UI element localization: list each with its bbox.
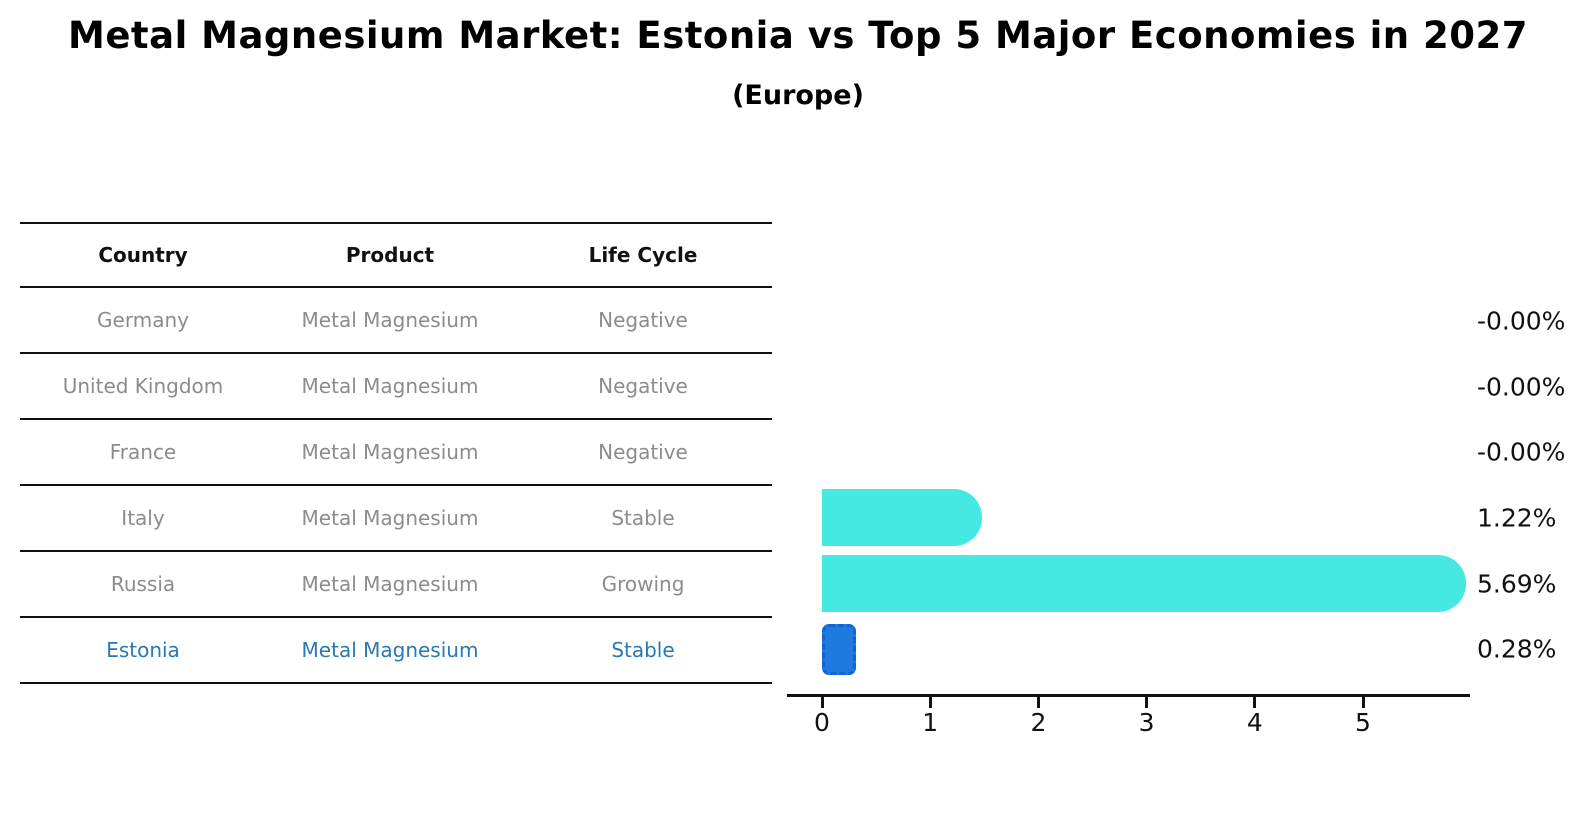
comparison-table: Country Product Life Cycle Germany Metal … (20, 222, 772, 684)
bar-estonia (822, 623, 857, 675)
cell-country: Germany (97, 308, 189, 332)
x-axis-tick-label: 0 (814, 708, 830, 737)
x-axis-tick-label: 3 (1138, 708, 1155, 737)
bar-value-label: -0.00% (1477, 306, 1566, 336)
cell-product: Metal Magnesium (301, 374, 479, 398)
bar-italy (822, 489, 982, 547)
cell-lifecycle: Stable (611, 638, 675, 662)
cell-product: Metal Magnesium (301, 638, 479, 662)
chart-title: Metal Magnesium Market: Estonia vs Top 5… (68, 14, 1528, 57)
table-row: Germany Metal Magnesium Negative (20, 286, 772, 352)
table-header-row: Country Product Life Cycle (20, 222, 772, 286)
x-axis-tick-label: 1 (922, 708, 939, 737)
col-header-country: Country (98, 243, 188, 267)
x-axis-tick (820, 697, 824, 708)
bar-russia (822, 555, 1466, 612)
x-axis-tick (1361, 697, 1365, 708)
cell-product: Metal Magnesium (301, 506, 479, 530)
cell-country: United Kingdom (62, 374, 224, 398)
cell-country: France (109, 440, 177, 464)
bar-value-label: 0.28% (1477, 634, 1557, 664)
x-axis-tick (928, 697, 932, 708)
cell-country: Russia (110, 572, 176, 596)
x-axis-line (787, 694, 1470, 697)
x-axis-tick-label: 4 (1246, 708, 1263, 737)
cell-country: Estonia (106, 638, 180, 662)
x-axis-tick (1036, 697, 1040, 708)
bar-value-label: 5.69% (1477, 569, 1557, 598)
col-header-lifecycle: Life Cycle (588, 243, 698, 267)
table-row: Estonia Metal Magnesium Stable (20, 616, 772, 682)
table-row: United Kingdom Metal Magnesium Negative (20, 352, 772, 418)
cell-product: Metal Magnesium (301, 572, 479, 596)
cell-product: Metal Magnesium (301, 308, 479, 332)
x-axis-tick-label: 5 (1355, 708, 1371, 737)
cell-lifecycle: Negative (598, 374, 688, 398)
x-axis-tick-label: 2 (1030, 708, 1047, 737)
cell-country: Italy (121, 506, 165, 530)
bar-value-label: -0.00% (1477, 437, 1566, 467)
x-axis-tick (1253, 697, 1257, 708)
x-axis-tick (1145, 697, 1149, 708)
cell-lifecycle: Negative (598, 440, 688, 464)
col-header-product: Product (345, 243, 435, 267)
chart-subtitle: (Europe) (732, 80, 864, 111)
table-row: Italy Metal Magnesium Stable (20, 484, 772, 550)
bar-value-label: 1.22% (1477, 503, 1557, 533)
cell-lifecycle: Negative (598, 308, 688, 332)
cell-lifecycle: Stable (611, 506, 675, 530)
bar-value-label: -0.00% (1477, 372, 1566, 401)
table-row: France Metal Magnesium Negative (20, 418, 772, 484)
cell-product: Metal Magnesium (301, 440, 479, 464)
cell-lifecycle: Growing (601, 572, 685, 596)
table-row: Russia Metal Magnesium Growing (20, 550, 772, 616)
